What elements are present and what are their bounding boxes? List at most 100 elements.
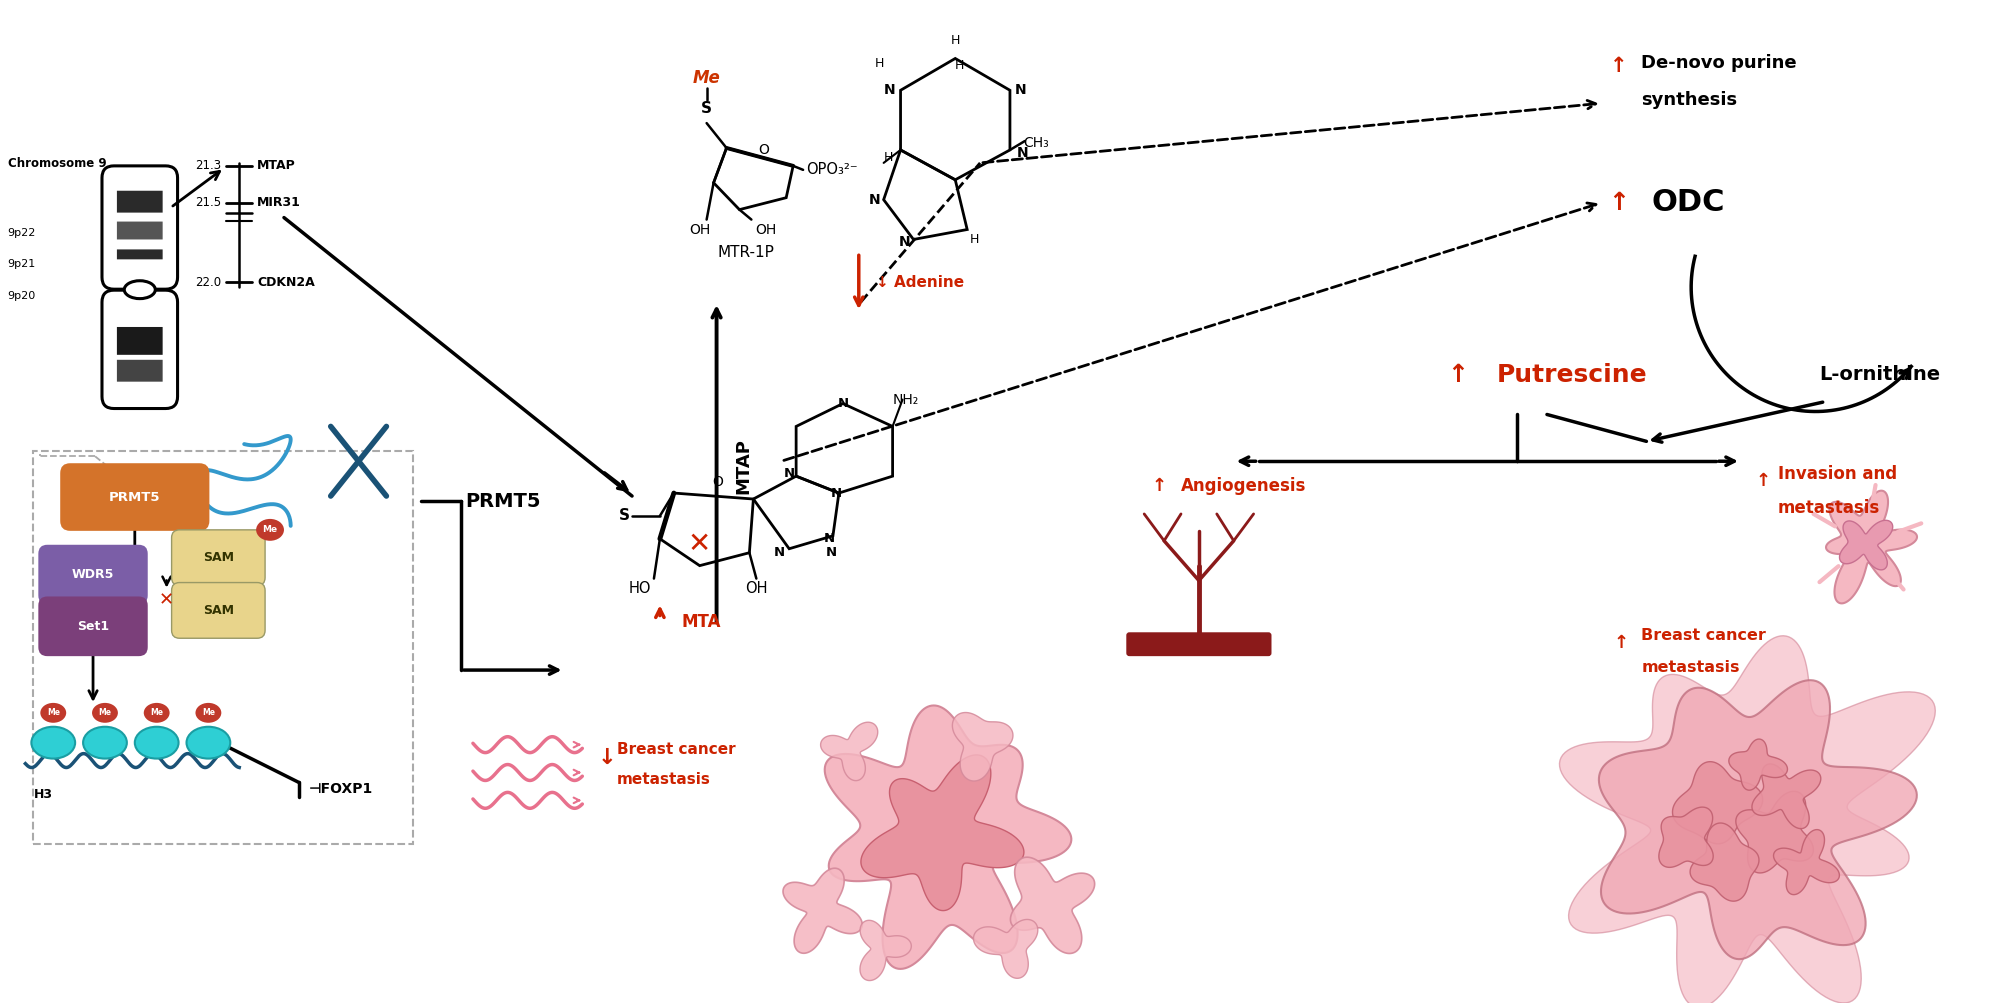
Text: PRMT5: PRMT5 bbox=[110, 491, 160, 504]
Text: ↑: ↑ bbox=[1608, 191, 1630, 214]
Text: N: N bbox=[898, 235, 910, 249]
Text: Me: Me bbox=[692, 69, 720, 88]
Text: Chromosome 9: Chromosome 9 bbox=[8, 157, 106, 170]
FancyBboxPatch shape bbox=[38, 545, 148, 605]
Polygon shape bbox=[1840, 520, 1892, 569]
Text: De-novo purine: De-novo purine bbox=[1642, 54, 1798, 72]
Text: N: N bbox=[1014, 83, 1026, 98]
FancyBboxPatch shape bbox=[116, 249, 162, 260]
Ellipse shape bbox=[134, 726, 178, 759]
Text: MTR-1P: MTR-1P bbox=[718, 244, 774, 260]
Text: N: N bbox=[774, 546, 784, 559]
Polygon shape bbox=[1774, 830, 1840, 894]
Text: ✕: ✕ bbox=[688, 530, 710, 557]
Text: HO: HO bbox=[628, 581, 652, 596]
Text: 9p21: 9p21 bbox=[8, 260, 36, 270]
Polygon shape bbox=[974, 919, 1038, 978]
Ellipse shape bbox=[84, 726, 126, 759]
Text: N: N bbox=[1016, 146, 1028, 160]
Ellipse shape bbox=[40, 703, 66, 722]
Text: H: H bbox=[884, 152, 894, 164]
Text: MTA: MTA bbox=[682, 614, 722, 632]
Text: N: N bbox=[830, 487, 842, 500]
FancyBboxPatch shape bbox=[1126, 633, 1272, 656]
Text: Me: Me bbox=[202, 708, 214, 717]
FancyBboxPatch shape bbox=[116, 327, 162, 355]
Text: MTAP: MTAP bbox=[258, 159, 296, 172]
Text: N: N bbox=[784, 467, 794, 480]
Text: 21.3: 21.3 bbox=[196, 159, 222, 172]
FancyBboxPatch shape bbox=[172, 530, 266, 585]
Text: Putrescine: Putrescine bbox=[1498, 363, 1648, 386]
Polygon shape bbox=[1728, 739, 1788, 790]
Polygon shape bbox=[1826, 491, 1916, 604]
FancyBboxPatch shape bbox=[116, 191, 162, 212]
Text: 21.5: 21.5 bbox=[196, 196, 222, 209]
Text: 9p20: 9p20 bbox=[8, 291, 36, 301]
Text: H: H bbox=[950, 33, 960, 46]
Text: OH: OH bbox=[756, 222, 776, 236]
Text: H3: H3 bbox=[34, 788, 52, 801]
FancyBboxPatch shape bbox=[116, 221, 162, 239]
Polygon shape bbox=[1598, 680, 1916, 959]
Text: N: N bbox=[826, 546, 838, 559]
Text: OPO₃²⁻: OPO₃²⁻ bbox=[806, 162, 858, 177]
Text: ↑: ↑ bbox=[1614, 634, 1630, 652]
Text: ↑: ↑ bbox=[1756, 472, 1770, 490]
Text: H: H bbox=[874, 57, 884, 70]
Text: ⊣FOXP1: ⊣FOXP1 bbox=[308, 783, 374, 797]
Text: OH: OH bbox=[690, 222, 710, 236]
Text: Me: Me bbox=[150, 708, 164, 717]
Text: synthesis: synthesis bbox=[1642, 92, 1738, 110]
Text: metastasis: metastasis bbox=[1778, 499, 1880, 517]
Text: metastasis: metastasis bbox=[618, 772, 712, 787]
FancyBboxPatch shape bbox=[60, 463, 210, 531]
Text: Breast cancer: Breast cancer bbox=[1642, 628, 1766, 643]
Text: H: H bbox=[956, 59, 964, 72]
Text: O: O bbox=[758, 143, 768, 157]
Text: S: S bbox=[702, 101, 712, 116]
Text: Angiogenesis: Angiogenesis bbox=[1180, 477, 1306, 495]
Text: O: O bbox=[712, 475, 724, 489]
Ellipse shape bbox=[256, 519, 284, 541]
Text: Invasion and: Invasion and bbox=[1778, 465, 1896, 483]
FancyBboxPatch shape bbox=[116, 360, 162, 381]
Text: ✕: ✕ bbox=[160, 592, 174, 610]
Polygon shape bbox=[1752, 764, 1820, 829]
Polygon shape bbox=[1560, 636, 1936, 1006]
Text: ↓ Adenine: ↓ Adenine bbox=[876, 275, 964, 290]
Polygon shape bbox=[860, 754, 1024, 910]
Text: Me: Me bbox=[98, 708, 112, 717]
Text: N: N bbox=[884, 83, 896, 98]
Text: SAM: SAM bbox=[202, 551, 234, 564]
Polygon shape bbox=[824, 705, 1072, 969]
Text: Me: Me bbox=[46, 708, 60, 717]
FancyBboxPatch shape bbox=[38, 597, 148, 656]
Ellipse shape bbox=[92, 703, 118, 722]
Text: N: N bbox=[824, 532, 834, 545]
Text: metastasis: metastasis bbox=[1642, 660, 1740, 675]
Polygon shape bbox=[1690, 823, 1758, 901]
Text: N: N bbox=[838, 397, 848, 410]
Ellipse shape bbox=[124, 281, 156, 299]
Text: NH₂: NH₂ bbox=[892, 392, 918, 406]
Text: ↑: ↑ bbox=[1446, 363, 1468, 386]
Ellipse shape bbox=[144, 703, 170, 722]
Polygon shape bbox=[860, 920, 912, 981]
Text: MIR31: MIR31 bbox=[258, 196, 302, 209]
Text: CH₃: CH₃ bbox=[1022, 136, 1048, 150]
Text: Set1: Set1 bbox=[76, 620, 110, 633]
Ellipse shape bbox=[32, 726, 76, 759]
Polygon shape bbox=[1672, 762, 1762, 844]
FancyBboxPatch shape bbox=[172, 582, 266, 638]
Text: OH: OH bbox=[746, 581, 768, 596]
Text: SAM: SAM bbox=[202, 604, 234, 617]
Polygon shape bbox=[1736, 792, 1814, 873]
Text: PRMT5: PRMT5 bbox=[464, 492, 540, 510]
Text: ODC: ODC bbox=[1652, 188, 1724, 217]
Ellipse shape bbox=[186, 726, 230, 759]
Text: Me: Me bbox=[262, 525, 278, 534]
Text: ↑: ↑ bbox=[1152, 477, 1166, 495]
FancyBboxPatch shape bbox=[102, 290, 178, 408]
Polygon shape bbox=[784, 868, 862, 954]
